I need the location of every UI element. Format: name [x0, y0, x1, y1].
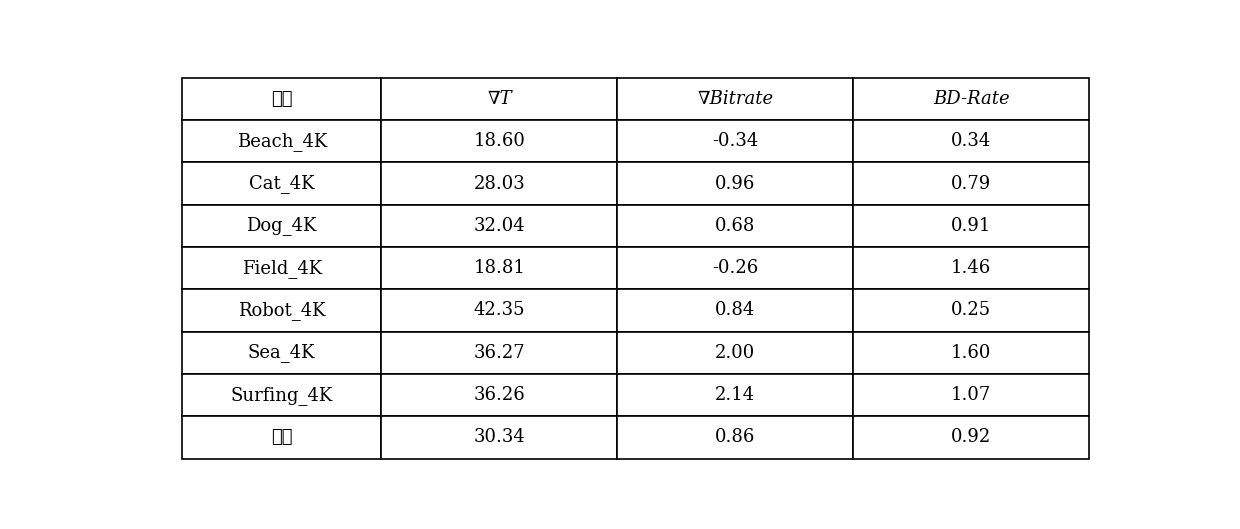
- Bar: [382, 332, 618, 374]
- Bar: [182, 162, 382, 205]
- Bar: [382, 247, 618, 289]
- Text: BD-Rate: BD-Rate: [932, 90, 1009, 108]
- Bar: [182, 289, 382, 332]
- Text: 42.35: 42.35: [474, 302, 526, 320]
- Text: 36.27: 36.27: [474, 344, 526, 362]
- Bar: [182, 78, 382, 120]
- Bar: [618, 205, 853, 247]
- Bar: [618, 78, 853, 120]
- Text: 1.46: 1.46: [951, 259, 991, 277]
- Bar: [853, 78, 1089, 120]
- Text: 28.03: 28.03: [474, 175, 526, 193]
- Bar: [182, 120, 382, 162]
- Text: 0.84: 0.84: [715, 302, 755, 320]
- Text: 0.86: 0.86: [715, 428, 755, 446]
- Text: ∇Bitrate: ∇Bitrate: [697, 90, 774, 108]
- Bar: [853, 120, 1089, 162]
- Text: 0.92: 0.92: [951, 428, 991, 446]
- Bar: [382, 120, 618, 162]
- Text: Dog_4K: Dog_4K: [247, 216, 317, 235]
- Text: -0.26: -0.26: [712, 259, 759, 277]
- Text: 1.60: 1.60: [951, 344, 991, 362]
- Text: Sea_4K: Sea_4K: [248, 343, 315, 362]
- Text: Beach_4K: Beach_4K: [237, 132, 327, 151]
- Bar: [853, 332, 1089, 374]
- Text: 0.96: 0.96: [715, 175, 755, 193]
- Bar: [382, 374, 618, 416]
- Text: 0.68: 0.68: [715, 217, 755, 235]
- Bar: [382, 78, 618, 120]
- Text: 32.04: 32.04: [474, 217, 526, 235]
- Bar: [618, 289, 853, 332]
- Text: 0.34: 0.34: [951, 132, 991, 150]
- Text: Cat_4K: Cat_4K: [249, 174, 315, 193]
- Text: 2.00: 2.00: [715, 344, 755, 362]
- Bar: [182, 205, 382, 247]
- Bar: [618, 374, 853, 416]
- Text: Surfing_4K: Surfing_4K: [231, 386, 332, 405]
- Bar: [618, 162, 853, 205]
- Bar: [382, 416, 618, 459]
- Text: Robot_4K: Robot_4K: [238, 301, 325, 320]
- Bar: [618, 416, 853, 459]
- Text: 0.91: 0.91: [951, 217, 991, 235]
- Text: Field_4K: Field_4K: [242, 259, 321, 278]
- Bar: [853, 289, 1089, 332]
- Text: 1.07: 1.07: [951, 386, 991, 404]
- Bar: [618, 332, 853, 374]
- Bar: [853, 162, 1089, 205]
- Text: 2.14: 2.14: [715, 386, 755, 404]
- Text: 30.34: 30.34: [474, 428, 526, 446]
- Bar: [382, 205, 618, 247]
- Text: 序列: 序列: [272, 90, 293, 108]
- Bar: [182, 332, 382, 374]
- Bar: [853, 416, 1089, 459]
- Text: 36.26: 36.26: [474, 386, 526, 404]
- Bar: [182, 247, 382, 289]
- Bar: [182, 416, 382, 459]
- Bar: [182, 374, 382, 416]
- Bar: [618, 120, 853, 162]
- Text: 18.60: 18.60: [474, 132, 526, 150]
- Bar: [382, 162, 618, 205]
- Bar: [853, 205, 1089, 247]
- Text: -0.34: -0.34: [712, 132, 759, 150]
- Bar: [382, 289, 618, 332]
- Bar: [853, 374, 1089, 416]
- Bar: [618, 247, 853, 289]
- Text: ∇T: ∇T: [487, 90, 512, 108]
- Text: 18.81: 18.81: [474, 259, 526, 277]
- Text: 0.79: 0.79: [951, 175, 991, 193]
- Text: 平均: 平均: [272, 428, 293, 446]
- Bar: [853, 247, 1089, 289]
- Text: 0.25: 0.25: [951, 302, 991, 320]
